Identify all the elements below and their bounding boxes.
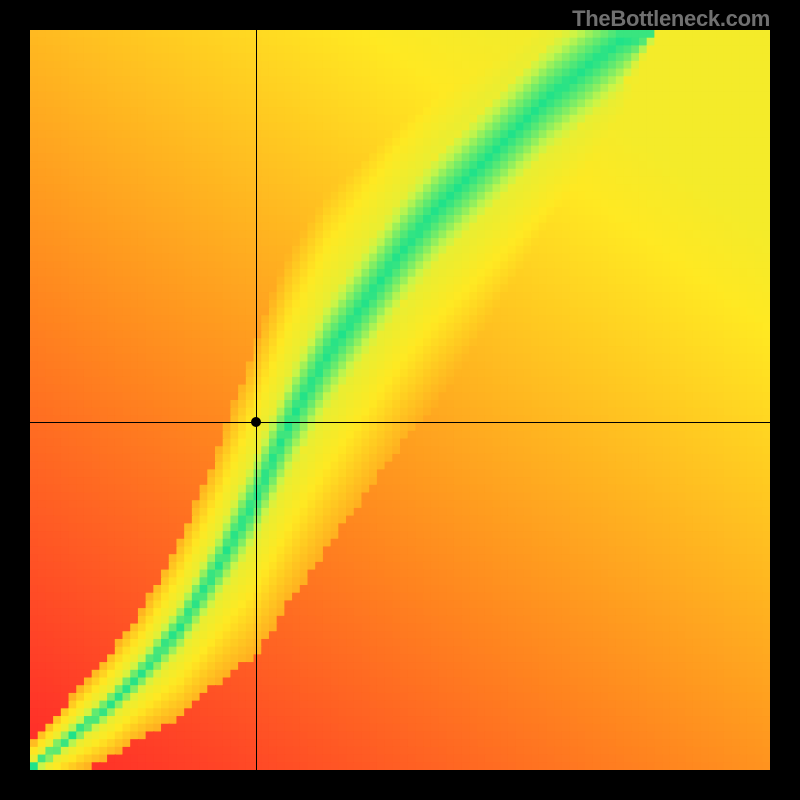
watermark-text: TheBottleneck.com: [572, 6, 770, 32]
crosshair-vertical: [256, 30, 257, 770]
crosshair-point: [251, 417, 261, 427]
heatmap-canvas: [30, 30, 770, 770]
chart-container: TheBottleneck.com: [0, 0, 800, 800]
crosshair-horizontal: [30, 422, 770, 423]
plot-area: [30, 30, 770, 770]
